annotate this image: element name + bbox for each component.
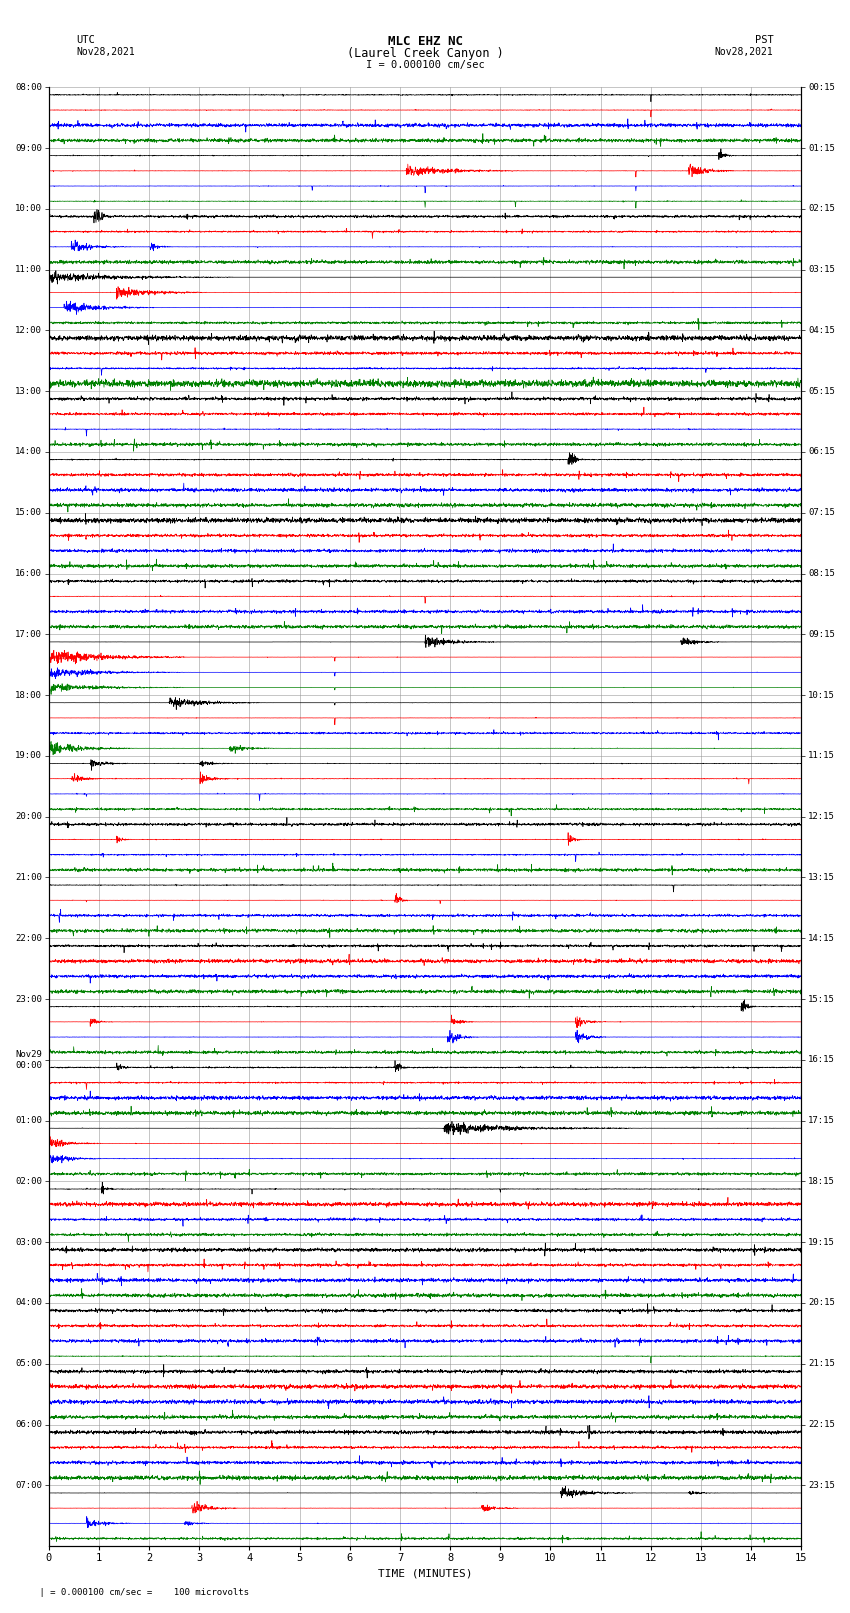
- Text: PST: PST: [755, 35, 774, 45]
- Text: I = 0.000100 cm/sec: I = 0.000100 cm/sec: [366, 60, 484, 69]
- Text: (Laurel Creek Canyon ): (Laurel Creek Canyon ): [347, 47, 503, 60]
- Text: UTC: UTC: [76, 35, 95, 45]
- Text: Nov28,2021: Nov28,2021: [76, 47, 135, 56]
- Text: MLC EHZ NC: MLC EHZ NC: [388, 35, 462, 48]
- Text: Nov28,2021: Nov28,2021: [715, 47, 774, 56]
- X-axis label: TIME (MINUTES): TIME (MINUTES): [377, 1569, 473, 1579]
- Text: | = 0.000100 cm/sec =    100 microvolts: | = 0.000100 cm/sec = 100 microvolts: [34, 1587, 249, 1597]
